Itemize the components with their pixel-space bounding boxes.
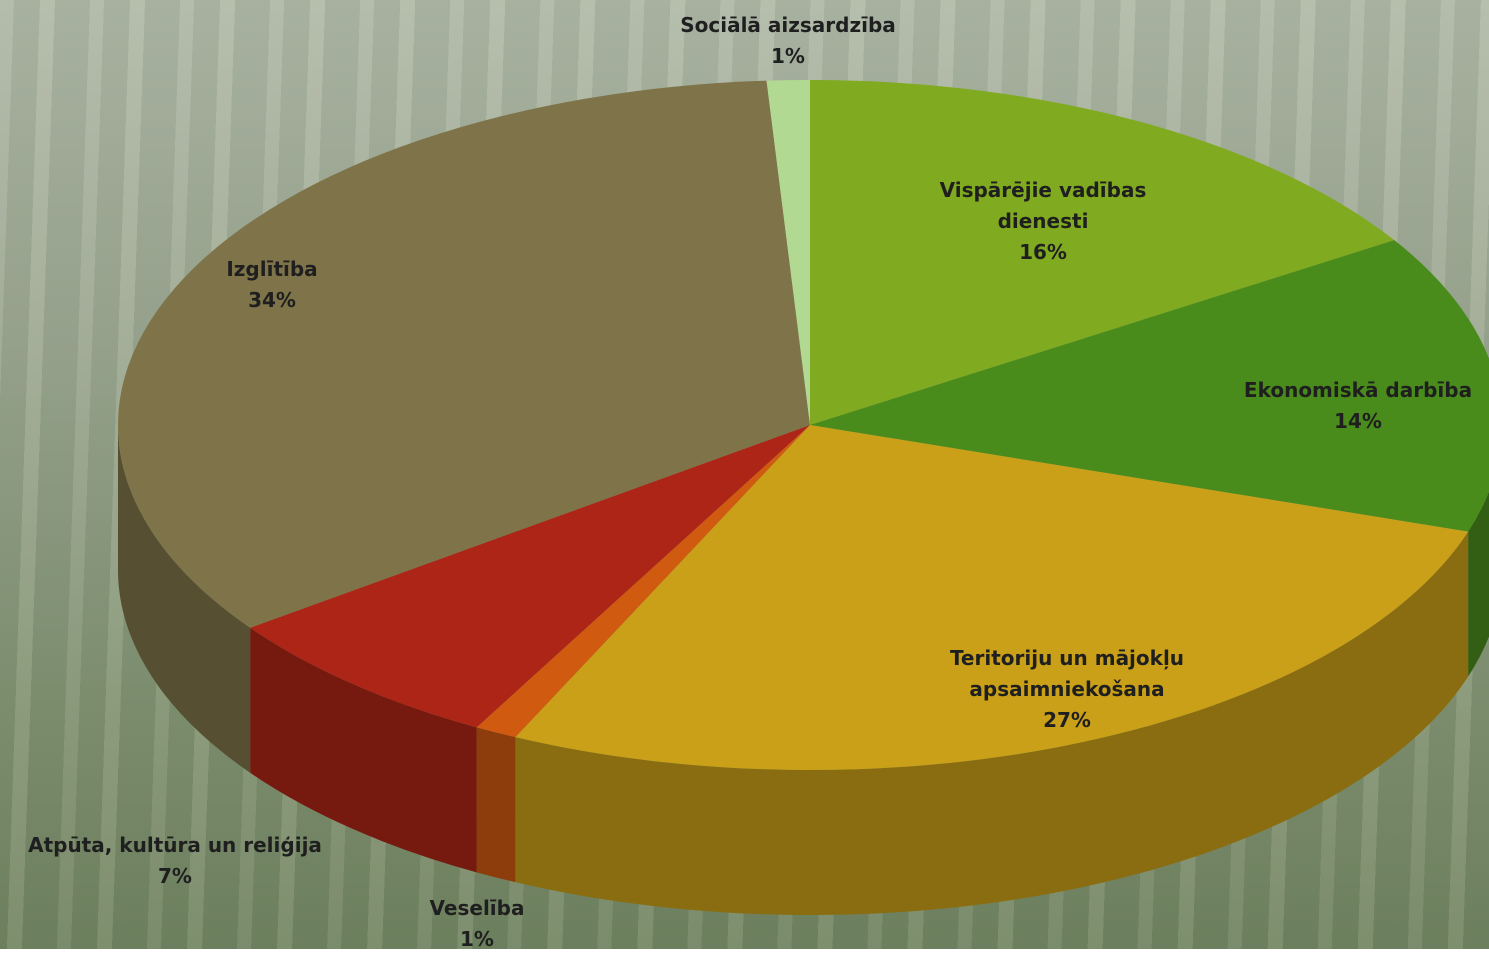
slice: [810, 80, 1395, 425]
category-label: Atpūta, kultūra un reliģija: [28, 833, 322, 857]
slice-side: [476, 727, 516, 883]
value-label: 27%: [1043, 708, 1091, 732]
slice-side: [250, 627, 477, 873]
data-label: Veselība 1%: [430, 893, 525, 955]
data-label: Izglītība 34%: [226, 254, 317, 316]
data-label: Ekonomiskā darbība 14%: [1244, 375, 1472, 437]
slice-side: [118, 425, 251, 773]
value-label: 7%: [158, 864, 192, 888]
value-label: 1%: [460, 927, 494, 951]
category-label: Teritoriju un mājokļu apsaimniekošana: [949, 646, 1185, 701]
category-label: Ekonomiskā darbība: [1243, 378, 1473, 402]
slice-side: [515, 531, 1469, 915]
data-label: Sociālā aizsardzība 1%: [680, 10, 896, 72]
category-label: Veselība: [429, 896, 525, 920]
data-label: Atpūta, kultūra un reliģija 7%: [28, 830, 322, 892]
data-label: Vispārējie vadības dienesti 16%: [908, 175, 1178, 268]
value-label: 16%: [1019, 240, 1067, 264]
slice: [766, 80, 810, 425]
category-label: Sociālā aizsardzība: [680, 13, 896, 37]
slice: [810, 240, 1489, 532]
slice: [118, 80, 810, 628]
value-label: 14%: [1334, 409, 1382, 433]
value-label: 34%: [248, 288, 296, 312]
data-label: Teritoriju un mājokļu apsaimniekošana 27%: [917, 643, 1217, 736]
slice: [250, 425, 811, 728]
category-label: Vispārējie vadības dienesti: [939, 178, 1147, 233]
slice: [476, 425, 810, 738]
slice: [515, 425, 1469, 771]
category-label: Izglītība: [226, 257, 318, 281]
value-label: 1%: [771, 44, 805, 68]
slice-side: [1468, 491, 1489, 677]
